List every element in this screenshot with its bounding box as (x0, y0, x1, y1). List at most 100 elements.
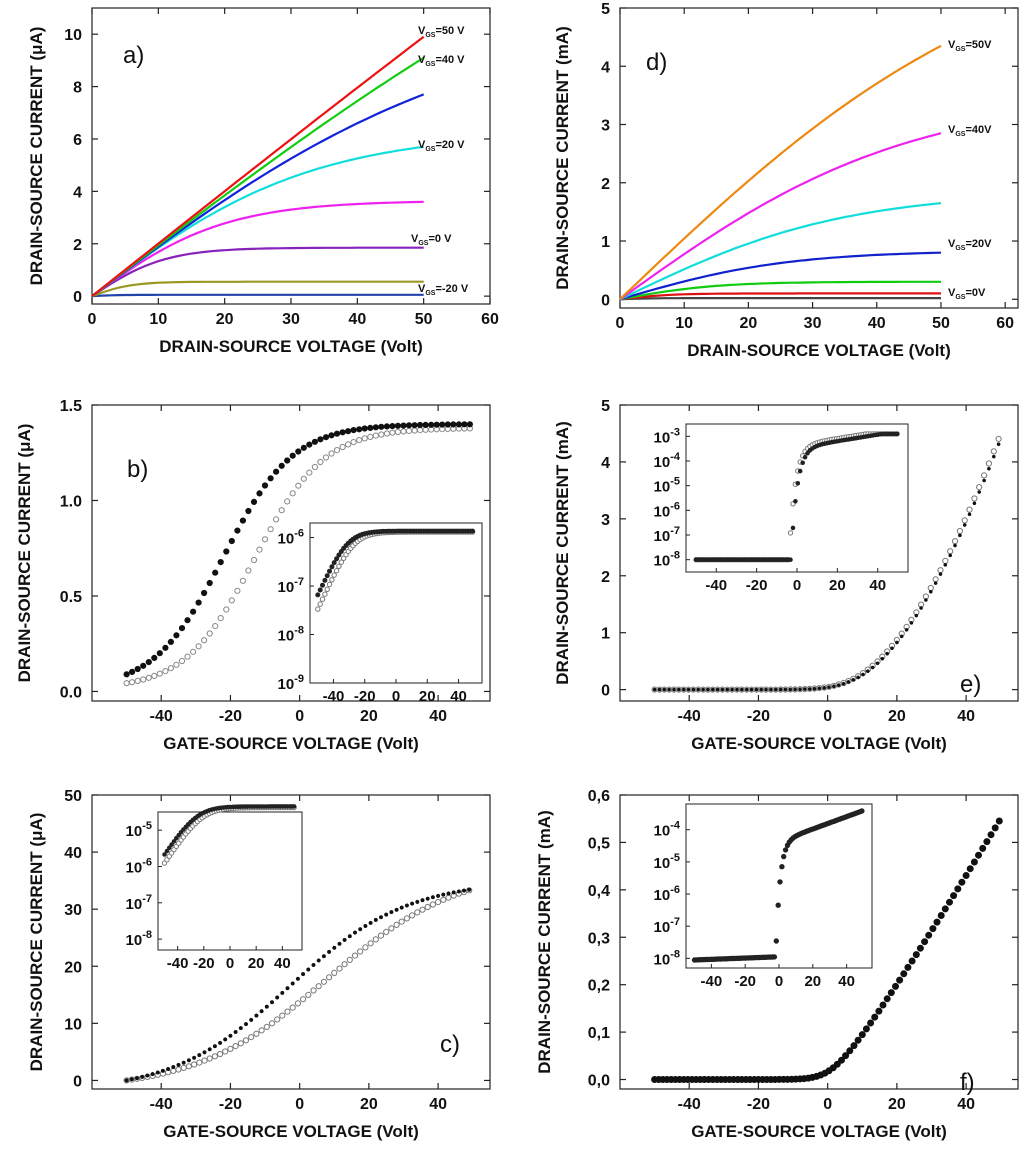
data-point (914, 613, 919, 618)
vgs-annotation: VGS=50 V (418, 25, 465, 39)
y-tick-label: 5 (601, 1, 610, 18)
data-point (239, 577, 246, 584)
data-point (317, 436, 324, 443)
data-point (173, 661, 180, 668)
panel-label: d) (646, 49, 667, 76)
data-point (372, 936, 379, 943)
data-point (946, 898, 953, 906)
panel-label: f) (960, 1069, 975, 1096)
inset-data-point (317, 601, 323, 607)
y-tick-label: 0,3 (588, 930, 610, 947)
data-point (289, 1004, 296, 1011)
data-point (987, 466, 991, 471)
x-tick-label: 50 (415, 311, 433, 328)
x-tick-label: 40 (348, 311, 366, 328)
data-point (337, 941, 342, 946)
inset-data-point (171, 839, 177, 844)
data-point (350, 439, 357, 446)
inset-x-tick-label: 40 (869, 577, 886, 594)
y-tick-label: 2 (601, 569, 610, 586)
data-point (389, 910, 394, 915)
inset-x-tick-label: 20 (248, 955, 265, 972)
data-point (124, 1078, 129, 1083)
data-point (347, 934, 352, 939)
data-point (417, 421, 424, 429)
data-point (958, 533, 962, 538)
inset-data-point (336, 552, 342, 558)
inset-data-point (176, 832, 181, 838)
y-tick-label: 4 (601, 455, 610, 472)
data-point (263, 1023, 270, 1031)
data-point (346, 956, 353, 964)
inset-y-tick-label: 10-7 (126, 893, 152, 913)
y-tick-label: 0,6 (588, 788, 610, 805)
data-point (123, 671, 130, 678)
inset-x-tick-label: 20 (829, 577, 846, 594)
data-point (925, 931, 933, 939)
inset-frame (309, 522, 483, 684)
chart-a: 0 10 20 30 40 50 60 0 2 4 6 8 10 DRAIN-SOURCE VOLTAGE… (27, 7, 499, 356)
data-point (953, 543, 957, 548)
data-point (405, 422, 413, 429)
data-point (880, 656, 885, 661)
inset-x-tick-label: -20 (746, 577, 768, 594)
data-point (191, 1061, 198, 1068)
data-point (979, 844, 987, 852)
data-point (461, 421, 468, 428)
inset-y-tick-label: 10-7 (278, 576, 304, 596)
data-point (975, 851, 982, 859)
data-point (140, 1074, 145, 1079)
data-point (429, 901, 436, 908)
data-point (966, 506, 973, 513)
data-point (134, 665, 141, 673)
inset-y-tick-label: 10-6 (278, 528, 304, 548)
data-point (450, 421, 457, 428)
inset-y-tick-label: 10-4 (654, 820, 681, 840)
data-point (990, 448, 997, 455)
data-point (367, 433, 374, 440)
data-point (234, 587, 241, 594)
data-point (250, 556, 258, 564)
inset-x-tick-label: 20 (419, 688, 436, 705)
inset-y-tick-label: 10-3 (654, 426, 680, 446)
data-point (222, 1048, 229, 1055)
data-point (961, 517, 968, 524)
data-point (410, 901, 415, 906)
y-axis-label: DRAIN-SOURCE CURRENT (mA) (553, 26, 572, 290)
chart-b: -40 -20 0 20 40 0.0 0.5 1.0 1.5 GATE-SOURCE VOLTA… (15, 398, 491, 753)
inset-data-point (178, 830, 184, 835)
y-tick-label: 1 (601, 234, 610, 251)
data-point (875, 661, 880, 666)
data-point (916, 944, 924, 952)
data-point (383, 928, 390, 936)
data-point (261, 482, 269, 489)
data-point (842, 1052, 850, 1060)
data-point (749, 687, 754, 692)
data-point (879, 1001, 887, 1009)
data-point (228, 537, 235, 545)
data-point (754, 687, 759, 692)
data-point (129, 1077, 134, 1082)
inset-data-point (317, 587, 323, 593)
data-point (185, 1063, 192, 1070)
data-point (850, 1042, 858, 1050)
data-point (691, 687, 696, 692)
series-line (619, 251, 942, 301)
data-point (273, 516, 280, 523)
data-point (948, 553, 953, 558)
inset-data-point (779, 864, 785, 870)
data-point (982, 478, 986, 483)
inset-x-tick-label: 0 (226, 955, 234, 972)
data-point (278, 507, 285, 514)
inset-x-tick-label: 40 (274, 955, 291, 972)
data-point (166, 1066, 171, 1072)
data-point (764, 687, 768, 692)
y-tick-label: 0,0 (588, 1073, 610, 1090)
data-point (356, 426, 363, 433)
data-point (207, 1047, 212, 1052)
x-tick-label: 0 (88, 311, 97, 328)
data-point (311, 438, 318, 445)
data-point (383, 430, 390, 437)
